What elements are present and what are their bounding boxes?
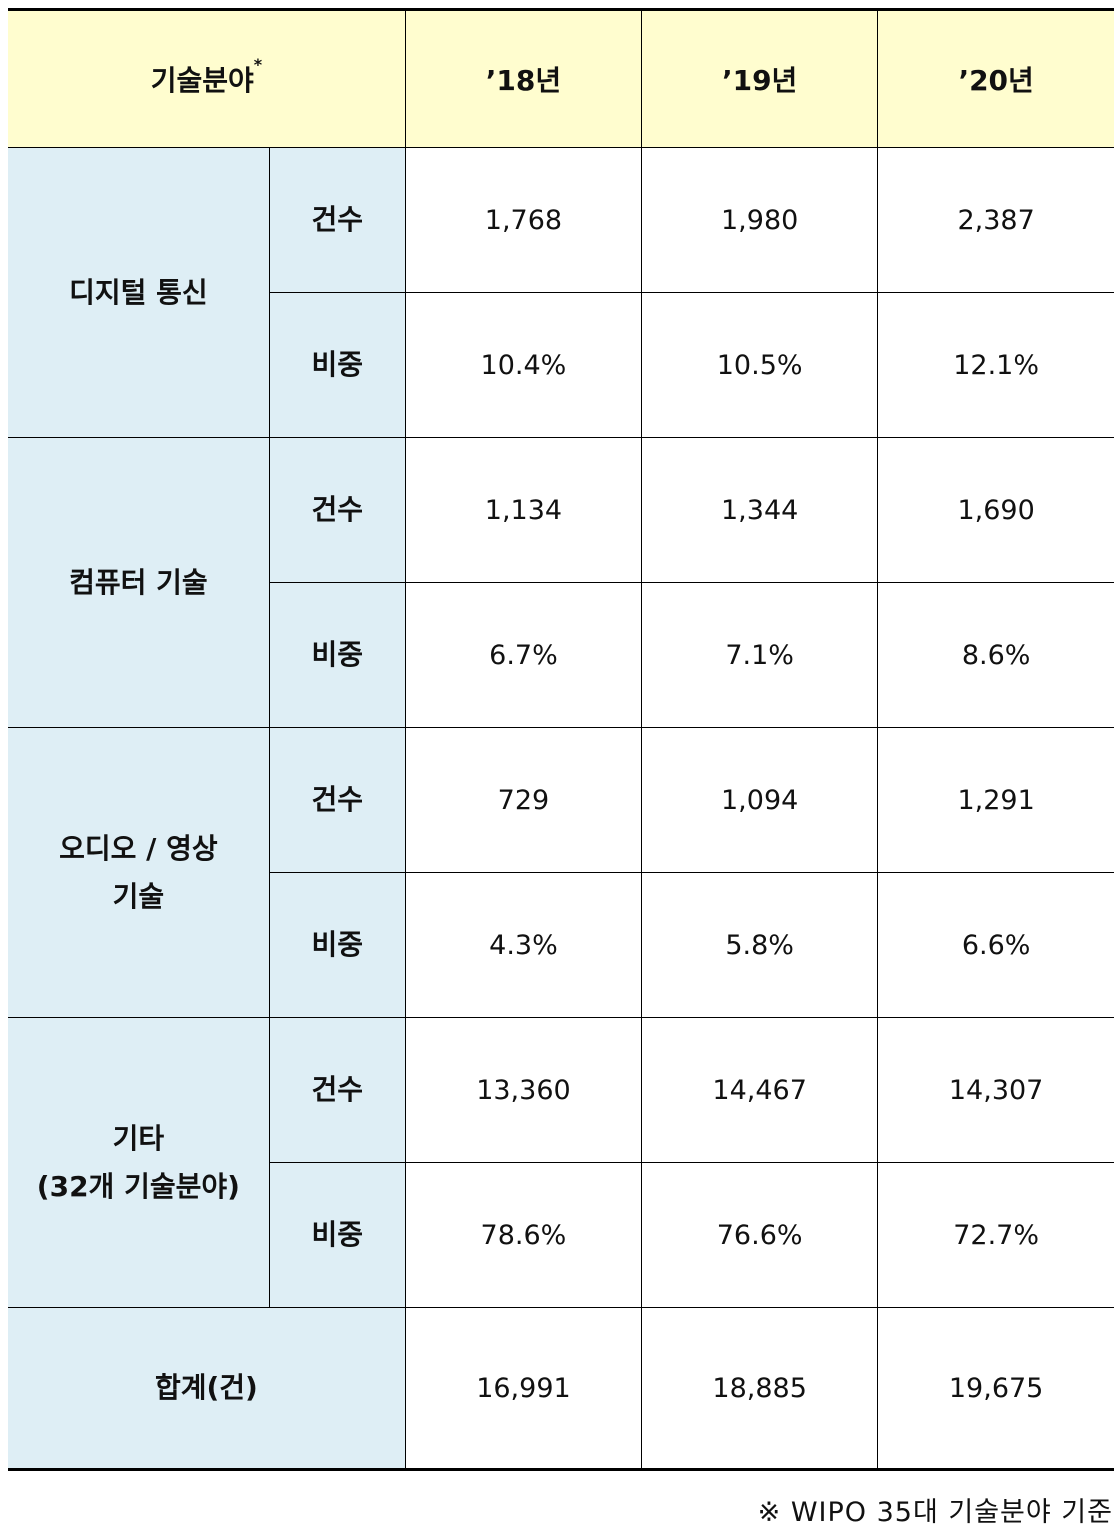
value-cell: 6.6% — [877, 872, 1114, 1018]
value-cell: 5.8% — [641, 872, 879, 1018]
value-cell: 14,467 — [641, 1017, 879, 1163]
header-year-2018: ’18년 — [404, 9, 643, 148]
table-row: 비중 10.4% 10.5% 12.1% — [8, 292, 1114, 438]
sub-label-share: 비중 — [269, 1162, 406, 1308]
field-label-line-2: 기술 — [112, 879, 165, 913]
table-row: 컴퓨터 기술 건수 1,134 1,344 1,690 — [8, 437, 1114, 728]
value-cell: 1,690 — [877, 437, 1114, 583]
value-cell: 12.1% — [877, 292, 1114, 438]
field-cell-other: 기타 (32개 기술분야) — [8, 1017, 270, 1308]
header-field-cell: 기술분야* — [8, 9, 406, 148]
sub-label-count: 건수 — [268, 437, 406, 583]
sub-label-count: 건수 — [268, 147, 406, 293]
field-label-line-1: 기타 — [112, 1121, 165, 1155]
footnote: ※ WIPO 35대 기술분야 기준 — [757, 1497, 1113, 1528]
value-cell: 1,344 — [641, 437, 879, 583]
value-cell: 1,768 — [404, 147, 643, 293]
value-cell: 7.1% — [641, 582, 879, 728]
value-cell: 2,387 — [877, 147, 1114, 293]
sub-label-share: 비중 — [269, 292, 406, 438]
header-field-marker: * — [253, 55, 263, 74]
total-value-cell: 16,991 — [404, 1307, 643, 1470]
sub-label-count: 건수 — [268, 727, 406, 873]
table-body: 기술분야* ’18년 ’19년 ’20년 디지털 통신 건수 1,768 1,9… — [8, 9, 1114, 1470]
header-row: 기술분야* ’18년 ’19년 ’20년 — [8, 9, 1114, 148]
value-cell: 4.3% — [404, 872, 643, 1018]
table-row: 디지털 통신 건수 1,768 1,980 2,387 — [8, 147, 1114, 438]
header-year-2019: ’19년 — [641, 9, 879, 148]
value-cell: 78.6% — [404, 1162, 643, 1308]
table-row: 기타 (32개 기술분야) 건수 13,360 14,467 14,307 — [8, 1017, 1114, 1308]
value-cell: 8.6% — [877, 582, 1114, 728]
header-year-2020: ’20년 — [877, 9, 1114, 148]
table-row: 비중 4.3% 5.8% 6.6% — [8, 872, 1114, 1018]
field-label-line-2: (32개 기술분야) — [36, 1169, 240, 1203]
total-value-cell: 19,675 — [877, 1307, 1114, 1470]
value-cell: 1,094 — [641, 727, 879, 873]
table-row: 오디오 / 영상 기술 건수 729 1,094 1,291 — [8, 727, 1114, 1018]
value-cell: 1,291 — [877, 727, 1114, 873]
value-cell: 76.6% — [641, 1162, 879, 1308]
field-cell-computer-technology: 컴퓨터 기술 — [8, 437, 270, 728]
table-row: 비중 78.6% 76.6% 72.7% — [8, 1162, 1114, 1308]
total-row: 합계(건) 16,991 18,885 19,675 — [8, 1307, 1114, 1470]
value-cell: 1,134 — [404, 437, 643, 583]
tech-field-statistics-table: 기술분야* ’18년 ’19년 ’20년 디지털 통신 건수 1,768 1,9… — [8, 8, 1114, 1471]
total-value-cell: 18,885 — [641, 1307, 879, 1470]
sub-label-share: 비중 — [269, 872, 406, 1018]
table-row: 비중 6.7% 7.1% 8.6% — [8, 582, 1114, 728]
field-label: 컴퓨터 기술 — [69, 565, 208, 599]
header-field-label: 기술분야 — [150, 64, 254, 97]
sub-label-count: 건수 — [268, 1017, 406, 1163]
value-cell: 14,307 — [877, 1017, 1114, 1163]
value-cell: 729 — [404, 727, 643, 873]
sub-label-share: 비중 — [269, 582, 406, 728]
value-cell: 13,360 — [404, 1017, 643, 1163]
total-label: 합계(건) — [8, 1307, 406, 1470]
value-cell: 10.4% — [404, 292, 643, 438]
value-cell: 10.5% — [641, 292, 879, 438]
field-label-line-1: 오디오 / 영상 — [59, 831, 218, 865]
field-cell-digital-communication: 디지털 통신 — [8, 147, 270, 438]
field-label: 디지털 통신 — [69, 275, 208, 309]
value-cell: 6.7% — [404, 582, 643, 728]
value-cell: 1,980 — [641, 147, 879, 293]
value-cell: 72.7% — [877, 1162, 1114, 1308]
field-cell-audio-video-technology: 오디오 / 영상 기술 — [8, 727, 270, 1018]
